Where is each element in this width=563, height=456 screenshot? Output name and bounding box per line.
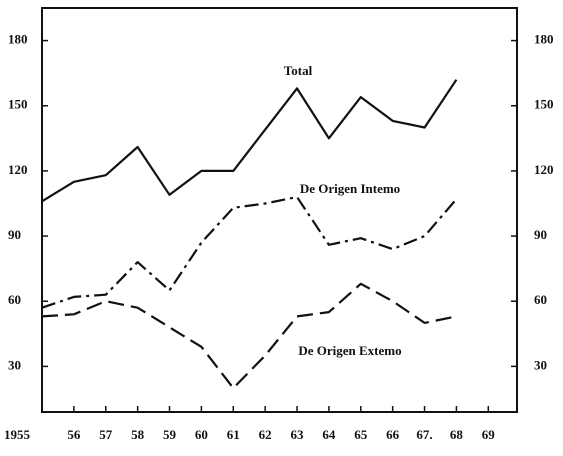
y2-tick-label: 30 xyxy=(534,357,547,372)
x-tick-label: 62 xyxy=(259,427,272,442)
y-tick-label: 180 xyxy=(8,32,28,47)
series-label: De Origen Intemo xyxy=(300,181,400,196)
x-tick-label: 63 xyxy=(291,427,305,442)
series-label: De Origen Extemo xyxy=(298,343,401,358)
plot-frame xyxy=(41,7,518,413)
x-tick-label: 68 xyxy=(450,427,464,442)
y-tick-label: 60 xyxy=(8,292,21,307)
series-label: Total xyxy=(284,63,313,78)
y2-tick-label: 120 xyxy=(534,162,554,177)
x-tick-label: 61 xyxy=(227,427,240,442)
x-tick-label: 60 xyxy=(195,427,208,442)
y2-tick-label: 60 xyxy=(534,292,547,307)
x-tick-label: 59 xyxy=(163,427,177,442)
y-tick-label: 120 xyxy=(8,162,28,177)
y-tick-label: 90 xyxy=(8,227,21,242)
y2-tick-label: 90 xyxy=(534,227,547,242)
y-tick-label: 30 xyxy=(8,357,21,372)
x-tick-label: 67. xyxy=(416,427,432,442)
y2-tick-label: 180 xyxy=(534,32,554,47)
series-line xyxy=(41,79,458,203)
x-tick-label: 56 xyxy=(67,427,81,442)
series-line xyxy=(41,282,457,390)
x-tick-label: 69 xyxy=(482,427,496,442)
x-tick-label: 64 xyxy=(322,427,336,442)
y-tick-label: 150 xyxy=(8,97,28,112)
y2-tick-label: 150 xyxy=(534,97,554,112)
x-tick-label: 65 xyxy=(354,427,368,442)
x-tick-label: 66 xyxy=(386,427,400,442)
series-line xyxy=(41,195,458,309)
x-tick-label: 1955 xyxy=(4,427,31,442)
x-tick-label: 57 xyxy=(99,427,113,442)
x-tick-label: 58 xyxy=(131,427,145,442)
